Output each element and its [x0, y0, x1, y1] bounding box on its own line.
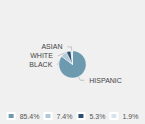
svg-text:HISPANIC: HISPANIC [89, 77, 122, 84]
svg-text:WHITE: WHITE [30, 52, 53, 59]
svg-text:85.4%: 85.4% [20, 113, 40, 120]
svg-text:1.9%: 1.9% [122, 113, 138, 120]
svg-text:ASIAN: ASIAN [41, 43, 62, 50]
svg-text:BLACK: BLACK [29, 61, 52, 68]
svg-text:5.3%: 5.3% [89, 113, 105, 120]
svg-text:7.4%: 7.4% [56, 113, 72, 120]
